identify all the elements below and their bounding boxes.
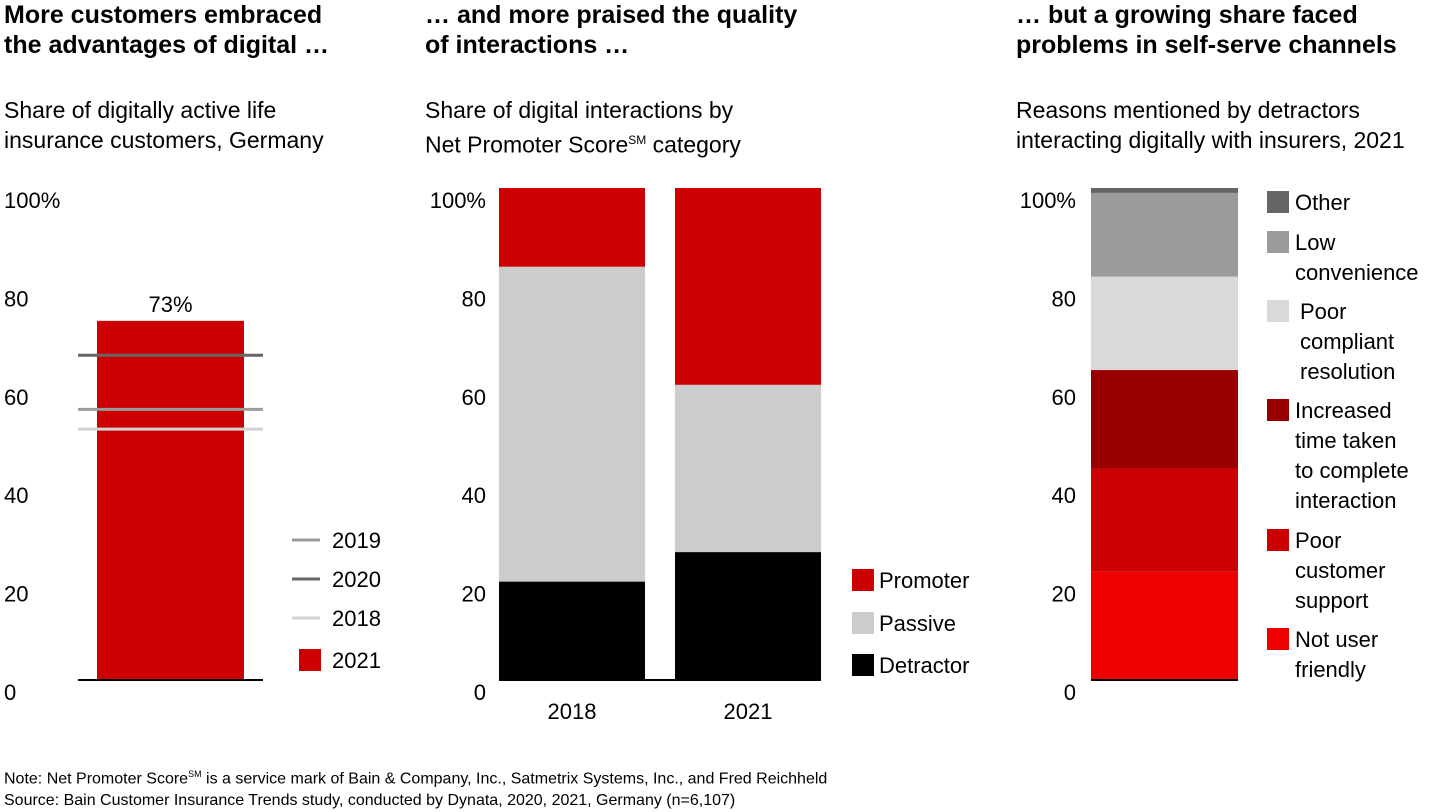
- panel1-subtitle: Share of digitally active life insurance…: [4, 95, 324, 155]
- panel2-subtitle-post: category: [646, 131, 741, 158]
- footer: Note: Net Promoter ScoreSM is a service …: [4, 763, 827, 812]
- legend-label: 2020: [332, 567, 381, 592]
- legend-label: interaction: [1295, 488, 1397, 513]
- panel2-subtitle-line1: Share of digital interactions by: [425, 97, 734, 123]
- legend-label: Passive: [879, 611, 956, 636]
- y-tick-label: 20: [462, 582, 486, 607]
- y-tick-label: 60: [1052, 385, 1076, 410]
- legend-label: support: [1295, 588, 1368, 613]
- panel1-subtitle-line1: Share of digitally active life: [4, 97, 277, 123]
- panel2-subtitle-nps: Net Promoter Score: [425, 131, 629, 158]
- legend-label: Other: [1295, 190, 1350, 215]
- panel2-subtitle-sm: SM: [628, 133, 647, 147]
- y-tick-label: 20: [1052, 582, 1076, 607]
- bar-segment-detractor: [499, 581, 645, 680]
- panel-digital-adoption: More customers embraced the advantages o…: [4, 0, 404, 740]
- bar-segment: [1091, 192, 1238, 277]
- legend-label: compliant: [1300, 329, 1394, 354]
- legend-swatch: [1267, 628, 1289, 650]
- panel1-subtitle-line2: insurance customers, Germany: [4, 127, 324, 153]
- panel2-title: … and more praised the quality of intera…: [425, 1, 798, 59]
- y-tick-label: 80: [1052, 286, 1076, 311]
- bar-segment-promoter: [675, 188, 821, 385]
- legend-swatch: [1267, 231, 1289, 253]
- legend-label: customer: [1295, 558, 1385, 583]
- y-tick-label: 100%: [1020, 188, 1076, 213]
- panel2-subtitle-line2: Net Promoter ScoreSM category: [425, 125, 741, 160]
- chart-nps-stacked: 100% 80 60 40 20 0 2018 2021 Promoter Passive Detr…: [430, 188, 969, 724]
- bar-data-label: 73%: [148, 292, 192, 317]
- legend-swatch: [1267, 399, 1289, 421]
- legend-label: Poor: [1295, 528, 1341, 553]
- bar-segment: [1091, 188, 1238, 193]
- panel2-subtitle: Share of digital interactions by Net Pro…: [425, 95, 741, 160]
- footer-note-pre: Note: Net Promoter Score: [4, 770, 189, 788]
- x-tick-label: 2018: [548, 699, 597, 724]
- y-tick-label: 40: [4, 483, 28, 508]
- y-tick-label: 40: [1052, 483, 1076, 508]
- legend-swatch: [1267, 300, 1289, 322]
- legend-swatch-2021: [299, 649, 321, 671]
- legend-swatch-detractor: [852, 654, 874, 676]
- legend-label: Poor: [1300, 299, 1346, 324]
- legend-label: Detractor: [879, 653, 969, 678]
- y-tick-label: 100%: [430, 188, 486, 213]
- footer-source: Source: Bain Customer Insurance Trends s…: [4, 792, 736, 810]
- bar-segment-promoter: [499, 188, 645, 267]
- x-tick-label: 2021: [724, 699, 773, 724]
- legend-label: 2021: [332, 648, 381, 673]
- legend-label: Not user: [1295, 627, 1378, 652]
- legend-label: 2018: [332, 606, 381, 631]
- footer-note-post: is a service mark of Bain & Company, Inc…: [201, 770, 828, 788]
- y-tick-label: 60: [4, 385, 28, 410]
- chart-digital-adoption: 100% 80 60 40 20 0 73% 2019 2020 2018 2021: [4, 188, 381, 705]
- bar-segment-passive: [499, 266, 645, 582]
- legend-swatch: [1267, 529, 1289, 551]
- panel1-title: More customers embraced the advantages o…: [4, 1, 330, 59]
- panel3-subtitle-line1: Reasons mentioned by detractors: [1016, 97, 1360, 123]
- legend-label: Increased: [1295, 398, 1392, 423]
- bar-segment: [1091, 276, 1238, 371]
- bar-segment: [1091, 468, 1238, 572]
- bar-segment: [1091, 571, 1238, 680]
- legend-label: to complete: [1295, 458, 1409, 483]
- bar-segment: [1091, 370, 1238, 469]
- y-tick-label: 0: [474, 680, 486, 705]
- footer-note-sm: SM: [188, 769, 202, 779]
- y-tick-label: 100%: [4, 188, 60, 213]
- panel3-title: … but a growing share faced problems in …: [1016, 1, 1397, 59]
- bar-2021: [97, 320, 244, 680]
- y-tick-label: 80: [4, 286, 28, 311]
- legend-label: 2019: [332, 528, 381, 553]
- legend-label: Low: [1295, 230, 1335, 255]
- legend-label: resolution: [1300, 359, 1395, 384]
- legend-label: time taken: [1295, 428, 1397, 453]
- y-tick-label: 80: [462, 286, 486, 311]
- bar-segment-detractor: [675, 552, 821, 680]
- panel3-subtitle: Reasons mentioned by detractors interact…: [1016, 95, 1405, 155]
- legend-label: friendly: [1295, 657, 1366, 682]
- y-tick-label: 20: [4, 582, 28, 607]
- footer-note: Note: Net Promoter ScoreSM is a service …: [4, 763, 827, 790]
- y-tick-label: 60: [462, 385, 486, 410]
- legend-swatch-passive: [852, 612, 874, 634]
- legend-label: Promoter: [879, 568, 969, 593]
- legend-swatch: [1267, 191, 1289, 213]
- legend-label: convenience: [1295, 260, 1419, 285]
- panel3-subtitle-line2: interacting digitally with insurers, 202…: [1016, 127, 1405, 153]
- y-tick-label: 40: [462, 483, 486, 508]
- panel-detractor-reasons: … but a growing share faced problems in …: [1016, 0, 1440, 740]
- bar-segment-passive: [675, 384, 821, 553]
- y-tick-label: 0: [1064, 680, 1076, 705]
- y-tick-label: 0: [4, 680, 16, 705]
- chart-detractor-reasons: 100% 80 60 40 20 0 Other Low convenience Poor comp…: [1020, 188, 1419, 705]
- panel-nps-categories: … and more praised the quality of intera…: [425, 0, 1005, 740]
- legend-swatch-promoter: [852, 569, 874, 591]
